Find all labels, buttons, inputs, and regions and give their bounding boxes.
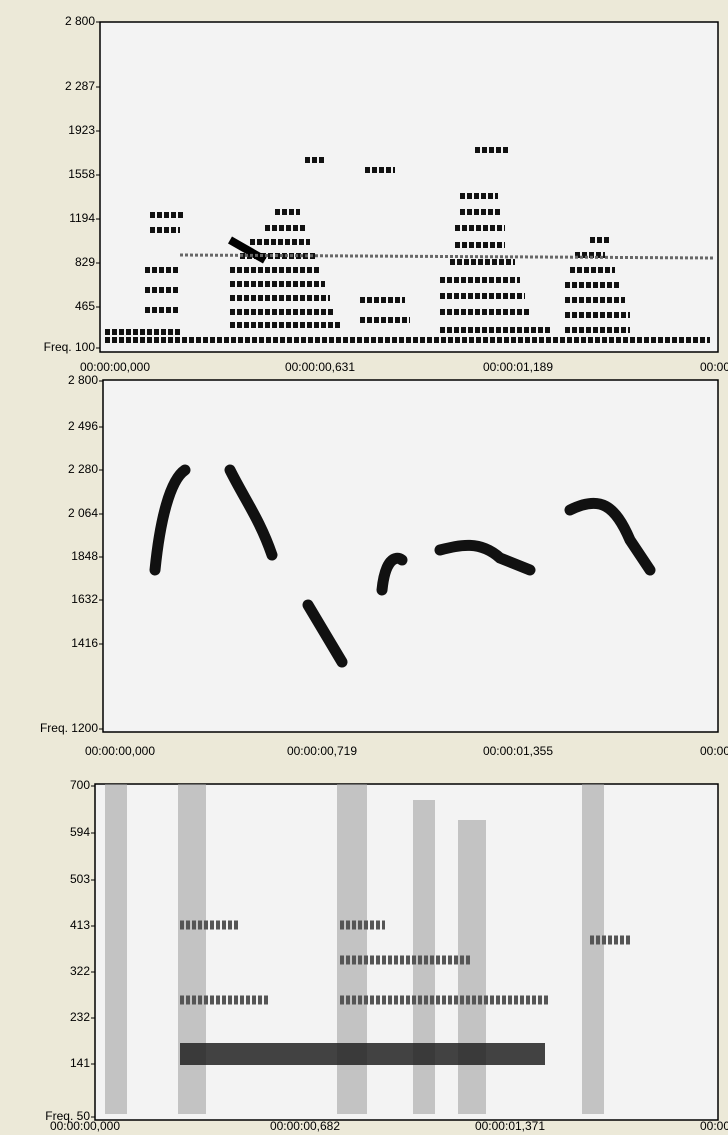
plot-area bbox=[99, 21, 719, 353]
y-tick-label: 1632 bbox=[71, 592, 98, 606]
x-tick-label: 00:00:0 bbox=[700, 360, 728, 374]
x-tick-label: 00:00:01,371 bbox=[475, 1119, 545, 1133]
x-tick-label: 00:00:00,000 bbox=[85, 744, 155, 758]
x-tick-label: 00:00:00,682 bbox=[270, 1119, 340, 1133]
spectrogram bbox=[149, 464, 656, 668]
y-tick-label: 322 bbox=[70, 964, 90, 978]
y-tick-label: 1194 bbox=[69, 211, 95, 225]
y-tick-label: 2 064 bbox=[68, 506, 98, 520]
y-tick-label: 2 496 bbox=[68, 419, 98, 433]
plot-area bbox=[102, 379, 719, 733]
y-tick-label: 503 bbox=[70, 872, 90, 886]
y-tick-label: 829 bbox=[75, 255, 95, 269]
y-tick-label: 1923 bbox=[68, 123, 95, 137]
y-tick-label: 141 bbox=[70, 1056, 90, 1070]
spectrogram bbox=[105, 147, 716, 343]
y-tick-label: 1558 bbox=[68, 167, 95, 181]
y-tick-label: 1848 bbox=[71, 549, 98, 563]
y-tick-label: 700 bbox=[70, 778, 90, 792]
y-tick-label: Freq. 100 bbox=[44, 340, 96, 354]
x-tick-label: 00:00:00,631 bbox=[285, 360, 355, 374]
x-tick-label: 00:00:0 bbox=[700, 1119, 728, 1133]
x-tick-label: 00:00:01,189 bbox=[483, 360, 553, 374]
y-tick-label: Freq. 1200 bbox=[40, 721, 98, 735]
y-tick-label: 2 800 bbox=[68, 373, 98, 387]
x-tick-label: 00:00:0 bbox=[700, 744, 728, 758]
y-tick-label: 2 287 bbox=[65, 79, 95, 93]
y-tick-label: 594 bbox=[70, 825, 90, 839]
x-tick-label: 00:00:01,355 bbox=[483, 744, 553, 758]
spectrogram bbox=[105, 784, 630, 1114]
x-tick-label: 00:00:00,719 bbox=[287, 744, 357, 758]
y-tick-label: Freq. 50 bbox=[45, 1109, 90, 1123]
x-tick-label: 00:00:00,000 bbox=[80, 360, 150, 374]
y-tick-label: 232 bbox=[70, 1010, 90, 1024]
y-tick-label: 465 bbox=[75, 299, 95, 313]
y-tick-label: 1416 bbox=[71, 636, 98, 650]
y-tick-label: 413 bbox=[70, 918, 90, 932]
y-tick-label: 2 280 bbox=[68, 462, 98, 476]
y-tick-label: 2 800 bbox=[65, 14, 95, 28]
x-tick-label: 00:00:00,000 bbox=[50, 1119, 120, 1133]
